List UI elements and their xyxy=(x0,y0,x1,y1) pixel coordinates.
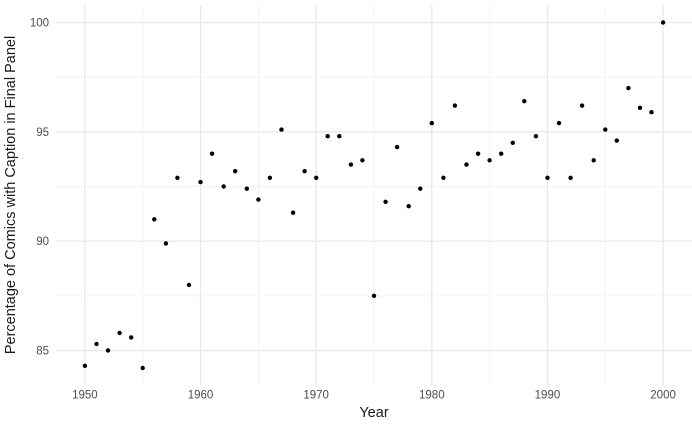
x-tick-label: 1970 xyxy=(303,390,329,402)
data-point xyxy=(94,341,99,347)
data-point xyxy=(568,175,573,180)
data-point xyxy=(82,363,88,368)
major-gridlines xyxy=(56,5,692,386)
data-point xyxy=(314,175,319,180)
data-point xyxy=(626,85,631,91)
y-tick-label: 95 xyxy=(36,127,49,139)
data-point xyxy=(221,184,226,189)
data-point xyxy=(556,120,562,126)
data-point xyxy=(175,175,180,180)
data-point xyxy=(209,151,215,156)
data-point xyxy=(499,151,504,156)
data-point xyxy=(140,365,145,371)
data-point xyxy=(337,134,342,139)
data-point xyxy=(348,162,354,167)
data-point xyxy=(360,158,365,163)
data-point xyxy=(522,99,527,104)
data-point xyxy=(394,144,400,150)
x-tick-label: 1950 xyxy=(72,390,98,402)
data-point xyxy=(279,127,284,132)
data-point xyxy=(660,20,666,25)
data-point xyxy=(371,293,377,298)
data-point xyxy=(117,330,122,336)
data-point xyxy=(325,134,330,139)
data-point xyxy=(186,282,192,288)
data-point xyxy=(487,158,492,163)
data-points-layer xyxy=(82,20,666,371)
data-point xyxy=(591,158,596,163)
data-point xyxy=(579,103,585,108)
data-point xyxy=(105,348,111,353)
data-point xyxy=(418,186,423,191)
minor-gridlines xyxy=(56,5,692,386)
data-point xyxy=(545,175,550,180)
data-point xyxy=(603,127,608,132)
x-tick-label: 1990 xyxy=(535,390,561,402)
data-point xyxy=(233,169,238,174)
y-axis-title: Percentage of Comics with Caption in Fin… xyxy=(3,36,19,354)
data-point xyxy=(441,175,446,180)
data-point xyxy=(256,197,261,202)
data-point xyxy=(464,162,469,167)
x-tick-label: 1980 xyxy=(419,390,445,402)
y-tick-label: 90 xyxy=(36,236,49,248)
data-point xyxy=(152,217,157,222)
data-point xyxy=(129,335,134,340)
data-point xyxy=(510,140,515,145)
data-point xyxy=(290,210,296,215)
data-point xyxy=(163,241,169,246)
data-point xyxy=(614,138,619,143)
data-point xyxy=(475,151,481,156)
data-point xyxy=(244,186,249,191)
x-tick-label: 1960 xyxy=(188,390,214,402)
x-axis-title: Year xyxy=(359,405,388,421)
data-point xyxy=(302,169,307,174)
y-axis-tick-labels: 85 90 95 100 xyxy=(30,17,49,357)
data-point xyxy=(649,110,654,115)
data-point xyxy=(267,175,273,180)
data-point xyxy=(198,179,203,185)
y-tick-label: 100 xyxy=(30,17,49,29)
data-point xyxy=(452,103,458,108)
data-point xyxy=(533,134,539,139)
x-tick-label: 2000 xyxy=(650,390,676,402)
x-axis-tick-labels: 1950 1960 1970 1980 1990 2000 xyxy=(72,390,676,402)
data-point xyxy=(383,199,388,204)
data-point xyxy=(637,105,643,111)
data-point xyxy=(429,120,434,126)
y-tick-label: 85 xyxy=(36,346,49,358)
data-point xyxy=(406,204,411,209)
